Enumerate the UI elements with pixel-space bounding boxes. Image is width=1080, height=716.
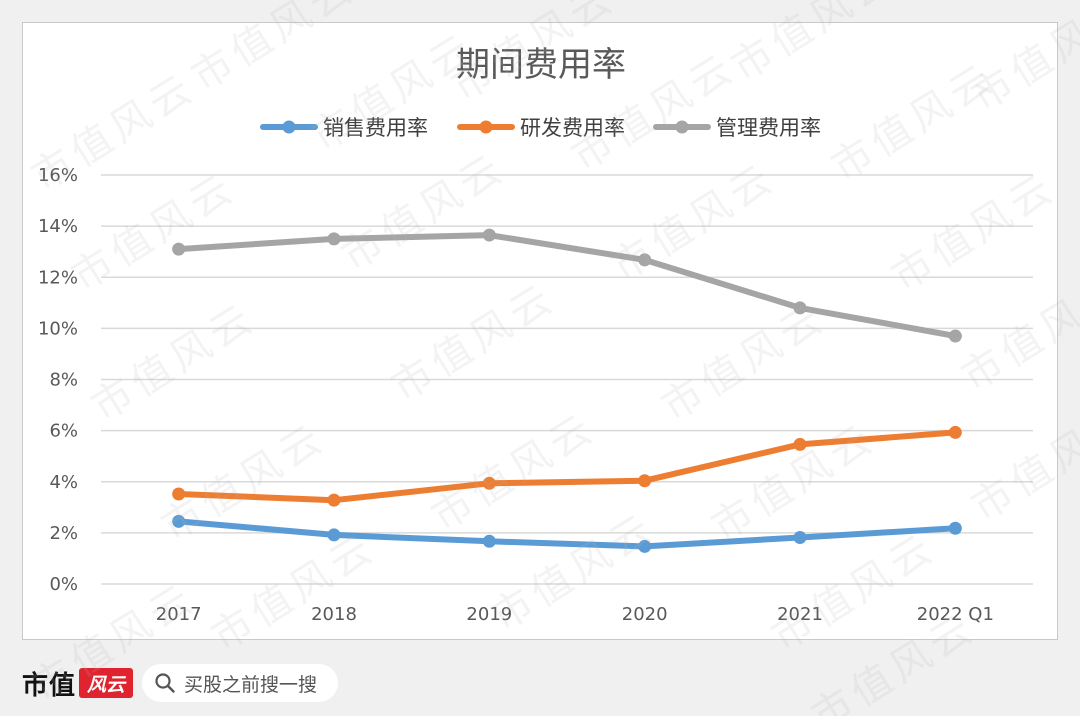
data-point: [948, 521, 962, 535]
search-input[interactable]: 买股之前搜一搜: [142, 664, 338, 702]
data-point: [482, 228, 496, 242]
data-point: [482, 476, 496, 490]
legend-swatch-marker: [675, 120, 689, 134]
legend-label: 管理费用率: [716, 116, 821, 140]
legend-item: 管理费用率: [653, 116, 821, 140]
data-point: [793, 530, 807, 544]
x-tick-label: 2017: [156, 604, 202, 625]
series-研发费用率: [172, 425, 962, 507]
y-tick-label: 2%: [49, 523, 78, 544]
y-tick-label: 14%: [38, 216, 78, 237]
x-tick-label: 2020: [622, 604, 668, 625]
data-point: [172, 242, 186, 256]
series-line: [175, 429, 959, 504]
y-tick-label: 12%: [38, 267, 78, 288]
data-point: [638, 474, 652, 488]
series-管理费用率: [172, 228, 962, 343]
y-tick-label: 10%: [38, 318, 78, 339]
data-point: [793, 301, 807, 315]
series-line: [175, 232, 959, 339]
data-point: [638, 539, 652, 553]
legend-swatch-marker: [479, 120, 493, 134]
data-point: [327, 232, 341, 246]
x-tick-label: 2018: [311, 604, 357, 625]
data-point: [482, 534, 496, 548]
chart-gridlines: [101, 174, 1033, 585]
search-placeholder: 买股之前搜一搜: [184, 673, 318, 696]
brand-seal: 风云: [79, 668, 134, 698]
y-axis-ticks: 0% 2% 4% 6% 8% 10% 12% 14% 16%: [38, 165, 78, 595]
brand-name: 市值: [22, 670, 77, 701]
y-tick-label: 0%: [49, 574, 78, 595]
y-tick-label: 4%: [49, 472, 78, 493]
y-tick-label: 8%: [49, 370, 78, 391]
data-point: [172, 487, 186, 501]
y-tick-label: 16%: [38, 165, 78, 186]
chart-series: [172, 228, 962, 553]
chart-title: 期间费用率: [456, 45, 626, 85]
data-point: [327, 528, 341, 542]
legend-item: 销售费用率: [260, 116, 428, 140]
legend-swatch-marker: [282, 120, 296, 134]
data-point: [638, 253, 652, 267]
series-line: [175, 518, 959, 550]
line-chart: 期间费用率 销售费用率 研发费用率 管理费用率 0% 2% 4% 6% 8% 10% 12% 14…: [38, 45, 1033, 625]
chart-legend: 销售费用率 研发费用率 管理费用率: [260, 116, 821, 140]
brand-logo[interactable]: 市值 风云: [22, 666, 134, 701]
legend-item: 研发费用率: [457, 116, 625, 140]
data-point: [948, 425, 962, 439]
x-axis-ticks: 2017 2018 2019 2020 2021 2022 Q1: [156, 604, 994, 625]
footer-bar: 市值 风云 买股之前搜一搜: [0, 650, 1080, 716]
chart-container: 期间费用率 销售费用率 研发费用率 管理费用率 0% 2% 4% 6% 8% 10% 12% 14…: [22, 22, 1058, 640]
search-icon: [155, 673, 175, 693]
series-销售费用率: [172, 514, 962, 553]
data-point: [172, 514, 186, 528]
data-point: [327, 493, 341, 507]
legend-label: 研发费用率: [520, 116, 625, 140]
x-tick-label: 2022 Q1: [917, 604, 994, 625]
data-point: [948, 329, 962, 343]
x-tick-label: 2021: [777, 604, 823, 625]
y-tick-label: 6%: [49, 421, 78, 442]
data-point: [793, 437, 807, 451]
x-tick-label: 2019: [466, 604, 512, 625]
legend-label: 销售费用率: [323, 116, 428, 140]
